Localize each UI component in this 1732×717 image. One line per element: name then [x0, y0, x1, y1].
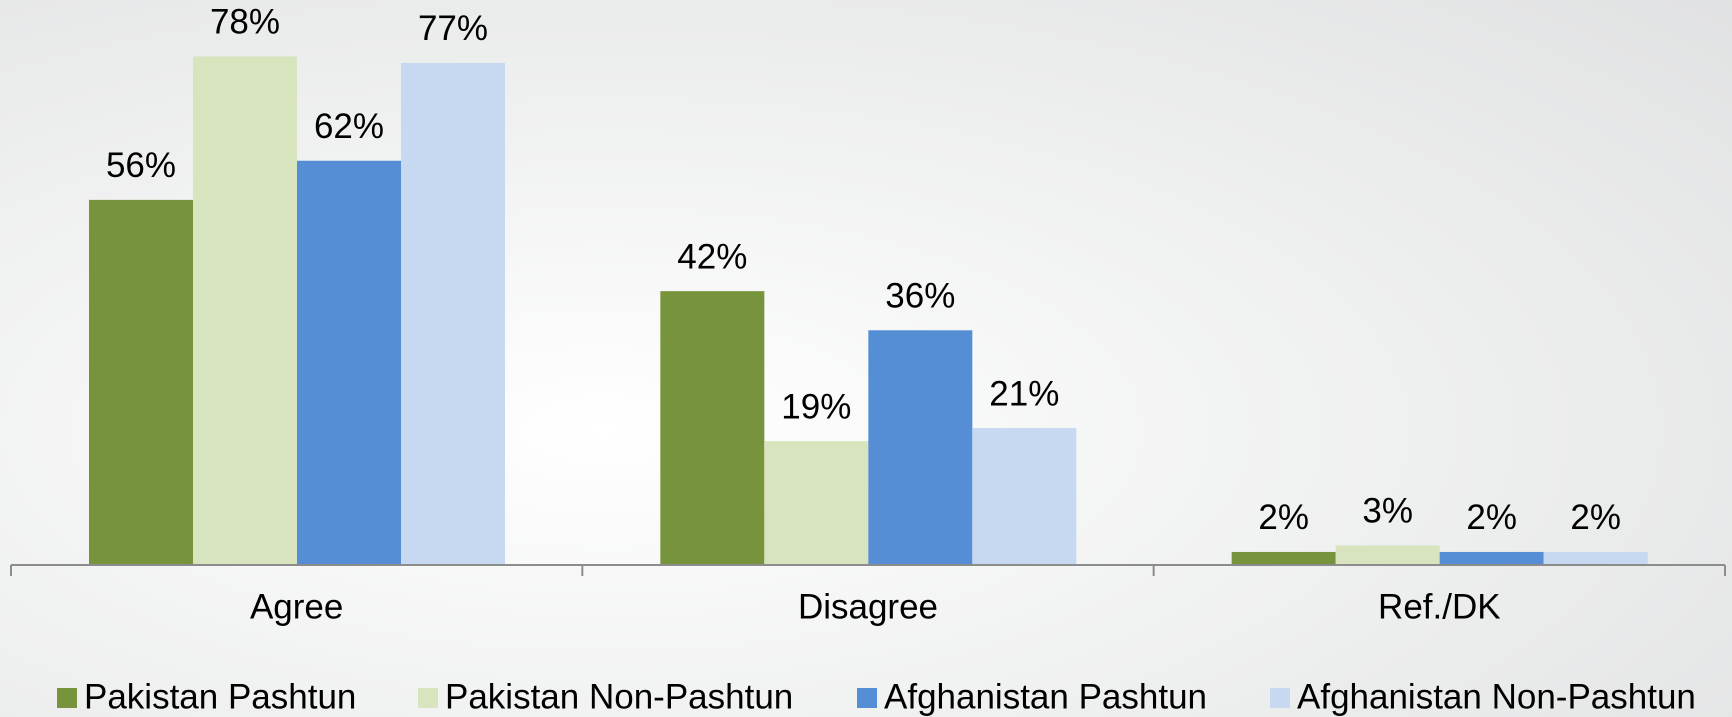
legend-swatch	[1270, 688, 1290, 708]
value-label: 21%	[989, 374, 1059, 413]
value-label: 2%	[1466, 498, 1517, 537]
value-label: 2%	[1258, 498, 1309, 537]
value-label: 62%	[314, 107, 384, 146]
value-label: 2%	[1570, 498, 1621, 537]
legend-label: Afghanistan Non-Pashtun	[1297, 677, 1696, 716]
value-label: 36%	[885, 277, 955, 316]
legend-swatch	[857, 688, 877, 708]
legend-swatch	[418, 688, 438, 708]
value-label: 3%	[1362, 492, 1413, 531]
x-tick-label: Agree	[250, 587, 343, 626]
value-label: 19%	[781, 387, 851, 426]
x-tick-label: Disagree	[798, 587, 938, 626]
bar	[660, 291, 765, 565]
legend-label: Afghanistan Pashtun	[884, 677, 1207, 716]
bar	[972, 428, 1077, 565]
value-label: 42%	[677, 237, 747, 276]
bar	[1439, 551, 1544, 565]
bar	[297, 160, 401, 565]
bar	[193, 56, 297, 565]
bar	[1543, 551, 1648, 565]
value-label: 78%	[210, 3, 280, 42]
bar	[764, 441, 869, 565]
x-tick-label: Ref./DK	[1378, 587, 1501, 626]
bar	[1335, 545, 1440, 565]
legend-label: Pakistan Non-Pashtun	[445, 677, 793, 716]
bar	[868, 330, 973, 565]
legend-label: Pakistan Pashtun	[84, 677, 356, 716]
value-label: 77%	[418, 9, 488, 48]
bar	[1231, 551, 1336, 565]
value-label: 56%	[106, 146, 176, 185]
bar	[89, 199, 193, 565]
bar	[401, 62, 505, 566]
legend-swatch	[57, 688, 77, 708]
